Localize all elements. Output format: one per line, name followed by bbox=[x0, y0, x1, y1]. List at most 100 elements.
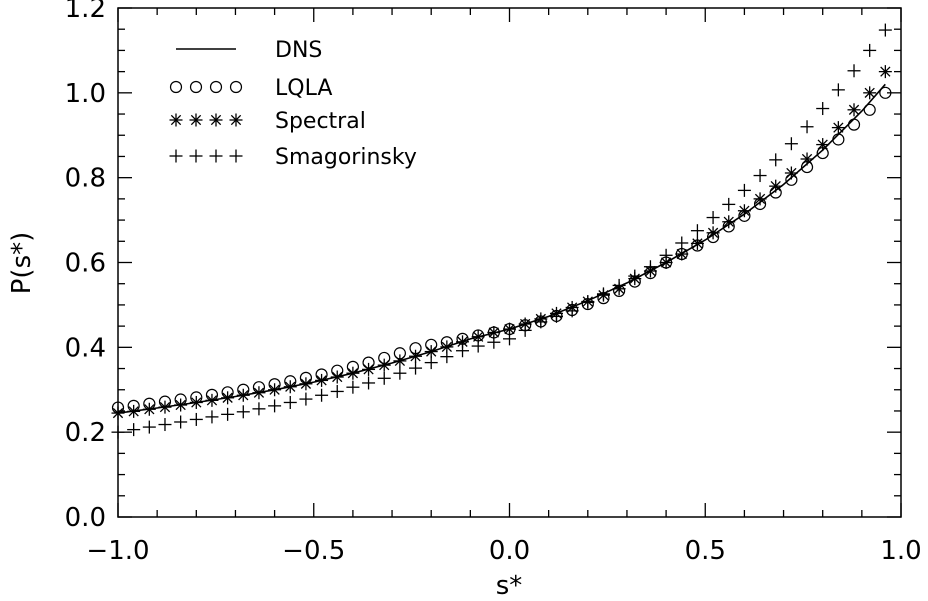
data-point-smagorinsky bbox=[283, 395, 297, 409]
data-point-spectral bbox=[283, 380, 297, 394]
data-point-smagorinsky bbox=[581, 295, 595, 309]
data-point-smagorinsky bbox=[816, 102, 830, 116]
data-point-spectral bbox=[737, 204, 751, 218]
data-point-smagorinsky bbox=[221, 407, 235, 421]
data-point-spectral bbox=[487, 325, 501, 339]
data-point-spectral bbox=[111, 406, 125, 420]
data-point-smagorinsky bbox=[863, 43, 877, 57]
data-point-spectral bbox=[863, 86, 877, 100]
data-point-smagorinsky bbox=[549, 309, 563, 323]
y-tick-label: 0.6 bbox=[65, 249, 106, 279]
data-point-spectral bbox=[847, 103, 861, 117]
data-point-spectral bbox=[722, 215, 736, 229]
data-point-smagorinsky bbox=[456, 344, 470, 358]
data-point-smagorinsky bbox=[784, 137, 798, 151]
data-point-spectral bbox=[690, 236, 704, 250]
data-point-smagorinsky bbox=[706, 211, 720, 225]
legend-item-dns: DNS bbox=[176, 38, 322, 63]
data-point-smagorinsky bbox=[205, 410, 219, 424]
y-axis-title: P(s*) bbox=[7, 232, 37, 295]
legend: DNS LQLA Spectral Smagorinsky bbox=[169, 38, 417, 170]
data-point-smagorinsky bbox=[471, 339, 485, 353]
data-point-smagorinsky bbox=[127, 423, 141, 437]
data-point-spectral bbox=[393, 354, 407, 368]
data-point-smagorinsky bbox=[831, 83, 845, 97]
data-point-smagorinsky bbox=[268, 399, 282, 413]
y-tick-label: 0.0 bbox=[65, 503, 106, 533]
data-point-spectral bbox=[346, 366, 360, 380]
data-point-smagorinsky bbox=[722, 197, 736, 211]
series-dns bbox=[117, 83, 886, 414]
series-lqla bbox=[111, 86, 892, 414]
data-point-lqla bbox=[879, 86, 892, 99]
axis-ticks bbox=[117, 7, 902, 518]
data-point-spectral bbox=[268, 383, 282, 397]
legend-item-spectral: Spectral bbox=[169, 109, 366, 134]
data-point-spectral bbox=[800, 152, 814, 166]
data-point-spectral bbox=[675, 247, 689, 261]
legend-item-lqla: LQLA bbox=[169, 76, 332, 101]
data-point-smagorinsky bbox=[377, 371, 391, 385]
x-tick-label: 1.0 bbox=[880, 536, 921, 566]
data-point-spectral bbox=[769, 179, 783, 193]
data-point-smagorinsky bbox=[737, 183, 751, 197]
series-smagorinsky bbox=[111, 23, 892, 439]
x-tick-label: 0.0 bbox=[489, 536, 530, 566]
legend-item-smagorinsky: Smagorinsky bbox=[169, 145, 417, 170]
y-tick-label: 0.4 bbox=[65, 333, 106, 363]
data-point-smagorinsky bbox=[111, 425, 125, 439]
data-point-lqla bbox=[863, 103, 876, 116]
data-point-smagorinsky bbox=[487, 335, 501, 349]
data-point-smagorinsky bbox=[236, 405, 250, 419]
data-point-smagorinsky bbox=[440, 350, 454, 364]
data-point-spectral bbox=[784, 166, 798, 180]
legend-swatch-spectral bbox=[169, 113, 243, 127]
data-point-smagorinsky bbox=[158, 418, 172, 432]
series-layer bbox=[111, 23, 892, 439]
legend-label-dns: DNS bbox=[275, 38, 322, 63]
x-axis-title: s* bbox=[496, 571, 523, 601]
data-point-smagorinsky bbox=[142, 420, 156, 434]
x-tick-label: −1.0 bbox=[86, 536, 149, 566]
data-point-smagorinsky bbox=[174, 415, 188, 429]
data-point-spectral bbox=[205, 393, 219, 407]
series-spectral bbox=[111, 65, 892, 420]
data-point-smagorinsky bbox=[534, 315, 548, 329]
data-point-spectral bbox=[330, 370, 344, 384]
data-point-smagorinsky bbox=[346, 380, 360, 394]
legend-label-lqla: LQLA bbox=[275, 76, 332, 101]
data-point-smagorinsky bbox=[315, 388, 329, 402]
legend-label-smagorinsky: Smagorinsky bbox=[275, 145, 417, 170]
data-point-spectral bbox=[831, 121, 845, 135]
data-point-smagorinsky bbox=[503, 332, 516, 346]
data-point-spectral bbox=[236, 388, 250, 402]
data-point-spectral bbox=[816, 138, 830, 152]
data-point-smagorinsky bbox=[565, 304, 579, 318]
data-point-smagorinsky bbox=[518, 323, 532, 337]
data-point-smagorinsky bbox=[596, 287, 610, 301]
data-point-spectral bbox=[252, 386, 266, 400]
data-point-smagorinsky bbox=[753, 169, 767, 183]
data-point-smagorinsky bbox=[189, 412, 203, 426]
data-point-spectral bbox=[189, 395, 203, 409]
data-point-spectral bbox=[409, 349, 423, 363]
y-tick-label: 0.8 bbox=[65, 164, 106, 194]
data-point-smagorinsky bbox=[847, 64, 861, 78]
data-point-smagorinsky bbox=[690, 224, 704, 238]
data-point-smagorinsky bbox=[362, 376, 376, 390]
y-tick-label: 1.2 bbox=[65, 0, 106, 24]
data-point-spectral bbox=[174, 398, 188, 412]
data-point-spectral bbox=[753, 192, 767, 206]
data-point-smagorinsky bbox=[409, 361, 423, 375]
data-point-lqla bbox=[832, 133, 845, 146]
data-point-smagorinsky bbox=[393, 366, 407, 380]
tick-labels: −1.0 −0.5 0.0 0.5 1.0 0.0 0.2 0.4 0.6 0.8 1.0 1.2 bbox=[65, 0, 922, 566]
data-point-smagorinsky bbox=[628, 269, 642, 283]
data-point-spectral bbox=[362, 362, 376, 376]
data-point-lqla bbox=[847, 118, 861, 131]
legend-swatch-smagorinsky bbox=[169, 149, 243, 163]
data-point-spectral bbox=[377, 358, 391, 372]
data-point-spectral bbox=[127, 404, 141, 418]
plot-frame bbox=[117, 7, 902, 518]
